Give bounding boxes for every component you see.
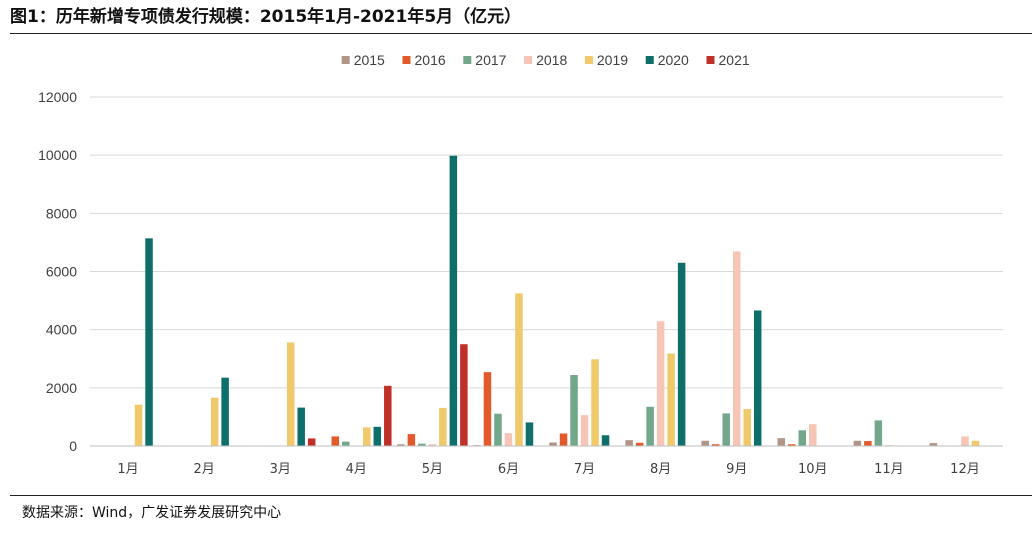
bar-2020-9 xyxy=(753,310,762,446)
legend-swatch-2018 xyxy=(524,56,533,64)
bar-2017-10 xyxy=(798,430,807,446)
y-tick-label: 12000 xyxy=(38,89,77,105)
x-tick-label: 6月 xyxy=(498,462,519,477)
chart-bars xyxy=(134,155,980,446)
bar-2017-5 xyxy=(418,443,426,446)
chart-legend: 2015 2016 2017 2018 2019 2020 2021 xyxy=(341,52,750,68)
bar-2016-11 xyxy=(864,441,872,446)
bar-2016-4 xyxy=(331,436,340,446)
bar-2016-10 xyxy=(788,444,796,446)
source-note: 数据来源：Wind，广发证券发展研究中心 xyxy=(22,505,282,521)
figure-title: 图1：历年新增专项债发行规模：2015年1月-2021年5月（亿元） xyxy=(10,7,522,27)
bar-2019-1 xyxy=(134,404,143,446)
legend-label-2017: 2017 xyxy=(475,52,506,68)
bar-2017-7 xyxy=(570,375,578,446)
bar-2018-8 xyxy=(656,321,665,446)
bar-2019-2 xyxy=(210,397,219,446)
bar-2017-4 xyxy=(342,441,350,446)
legend-label-2019: 2019 xyxy=(597,52,628,68)
bar-2016-5 xyxy=(407,434,416,446)
bar-2019-5 xyxy=(439,407,447,446)
y-tick-label: 2000 xyxy=(46,380,77,396)
bar-2020-1 xyxy=(145,238,153,446)
x-tick-label: 7月 xyxy=(574,462,595,477)
bar-2019-12 xyxy=(971,440,980,446)
legend-swatch-2017 xyxy=(463,56,472,64)
legend-label-2015: 2015 xyxy=(354,52,385,68)
y-tick-label: 0 xyxy=(69,438,77,454)
y-tick-label: 4000 xyxy=(46,322,77,338)
legend-swatch-2019 xyxy=(584,56,593,64)
bar-2018-12 xyxy=(961,436,969,446)
bar-2016-8 xyxy=(635,442,644,446)
legend-swatch-2020 xyxy=(645,56,654,64)
bar-2019-3 xyxy=(286,342,295,446)
x-tick-label: 5月 xyxy=(422,462,443,477)
bar-2020-7 xyxy=(601,435,610,446)
bar-2016-9 xyxy=(711,444,720,446)
bar-2016-7 xyxy=(559,433,568,446)
bar-2021-5 xyxy=(460,344,468,446)
legend-label-2020: 2020 xyxy=(658,52,689,68)
bar-chart: 2015 2016 2017 2018 2019 2020 2021 0 2000 4000 60… xyxy=(38,52,1003,477)
bar-2015-10 xyxy=(777,438,786,446)
x-axis-ticks: 1月 2月 3月 4月 5月 6月 7月 8月 9月 10月 11月 12月 xyxy=(117,462,979,477)
x-tick-label: 3月 xyxy=(270,462,291,477)
bar-2020-5 xyxy=(449,155,458,446)
bar-2021-3 xyxy=(307,438,316,446)
bar-2015-9 xyxy=(701,440,709,446)
bar-2020-8 xyxy=(677,262,686,446)
bar-2019-8 xyxy=(667,353,675,446)
bar-2016-6 xyxy=(483,372,492,446)
bar-2015-7 xyxy=(549,442,557,446)
y-tick-label: 10000 xyxy=(38,147,77,163)
bar-2019-7 xyxy=(591,359,599,446)
x-tick-label: 8月 xyxy=(650,462,671,477)
bar-2018-7 xyxy=(580,415,589,446)
bar-2020-4 xyxy=(373,426,382,446)
bar-2015-11 xyxy=(853,440,862,446)
x-tick-label: 9月 xyxy=(726,462,747,477)
x-tick-label: 4月 xyxy=(346,462,367,477)
x-tick-label: 12月 xyxy=(950,462,980,477)
x-tick-label: 10月 xyxy=(798,462,828,477)
bar-2019-9 xyxy=(743,409,751,446)
x-tick-label: 11月 xyxy=(874,462,904,477)
bar-2020-2 xyxy=(221,377,229,446)
y-tick-label: 8000 xyxy=(46,205,77,221)
bar-2019-4 xyxy=(363,427,371,446)
bar-2017-6 xyxy=(494,413,502,446)
bar-2017-11 xyxy=(874,420,883,446)
legend-label-2018: 2018 xyxy=(536,52,567,68)
bar-2015-12 xyxy=(929,443,938,446)
title-rule xyxy=(10,33,1032,34)
bar-2020-6 xyxy=(525,422,534,446)
y-tick-label: 6000 xyxy=(46,264,77,280)
bar-2015-8 xyxy=(625,440,633,446)
legend-label-2016: 2016 xyxy=(415,52,446,68)
legend-swatch-2021 xyxy=(706,56,715,64)
bar-2018-6 xyxy=(504,433,513,446)
bar-2017-8 xyxy=(646,406,654,446)
bar-2018-10 xyxy=(809,424,817,446)
legend-swatch-2015 xyxy=(341,56,350,64)
bar-2018-5 xyxy=(428,444,437,446)
x-tick-label: 2月 xyxy=(193,462,214,477)
bar-2018-9 xyxy=(732,251,741,446)
source-rule xyxy=(10,495,1032,496)
x-tick-label: 1月 xyxy=(117,462,138,477)
legend-label-2021: 2021 xyxy=(719,52,750,68)
bar-2021-4 xyxy=(384,385,392,446)
chart-gridlines xyxy=(90,96,1003,389)
bar-2017-9 xyxy=(722,413,730,446)
y-axis-ticks: 0 2000 4000 6000 8000 10000 12000 xyxy=(38,89,77,454)
bar-2019-6 xyxy=(515,293,523,446)
legend-swatch-2016 xyxy=(402,56,411,64)
bar-2015-5 xyxy=(397,444,405,446)
bar-2020-3 xyxy=(297,407,305,446)
